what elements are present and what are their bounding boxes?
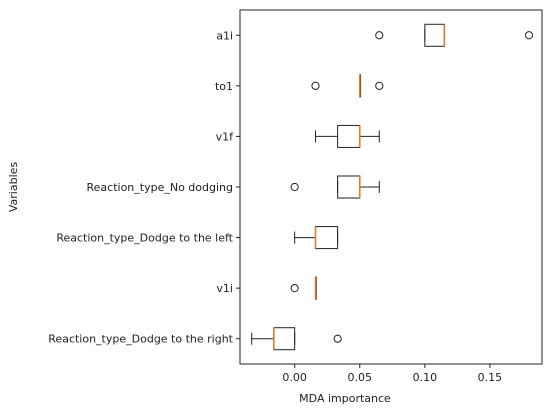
y-tick-label: Reaction_type_Dodge to the left bbox=[56, 232, 233, 245]
x-axis-label: MDA importance bbox=[299, 392, 391, 405]
y-tick-label: to1 bbox=[215, 80, 233, 93]
outlier-point bbox=[524, 31, 534, 40]
box-iqr bbox=[337, 124, 361, 148]
y-axis-ticks: a1i to1 v1f Reaction_type_No dodging Reactio… bbox=[48, 29, 240, 346]
box-iqr bbox=[315, 226, 339, 250]
outlier-point bbox=[375, 31, 384, 40]
x-tick-label: 0.00 bbox=[282, 371, 307, 384]
box-group bbox=[290, 175, 380, 199]
box-group bbox=[315, 124, 380, 148]
box-group bbox=[251, 327, 342, 351]
x-axis-ticks: 0.00 0.05 0.10 0.15 bbox=[282, 364, 502, 384]
box-group bbox=[294, 226, 339, 250]
plot-area-frame bbox=[239, 9, 543, 365]
y-axis-label: Variables bbox=[7, 162, 20, 213]
outlier-point bbox=[375, 81, 384, 90]
box-group bbox=[290, 276, 317, 300]
y-tick-label: v1i bbox=[216, 282, 233, 295]
box-iqr bbox=[424, 23, 445, 47]
y-tick-label: v1f bbox=[216, 130, 235, 143]
outlier-point bbox=[290, 284, 299, 293]
box-iqr bbox=[273, 327, 296, 351]
y-tick-label: Reaction_type_Dodge to the right bbox=[48, 333, 233, 346]
y-tick-label: a1i bbox=[216, 29, 233, 42]
box-group bbox=[375, 23, 534, 47]
box-group bbox=[311, 74, 384, 98]
outlier-point bbox=[290, 182, 299, 192]
x-tick-label: 0.05 bbox=[348, 371, 373, 384]
box-iqr bbox=[337, 175, 361, 199]
outlier-point bbox=[333, 334, 342, 343]
x-tick-label: 0.15 bbox=[478, 371, 503, 384]
y-tick-label: Reaction_type_No dodging bbox=[87, 181, 234, 194]
x-tick-label: 0.10 bbox=[413, 371, 438, 384]
boxes-layer bbox=[251, 23, 534, 351]
outlier-point bbox=[311, 81, 320, 90]
